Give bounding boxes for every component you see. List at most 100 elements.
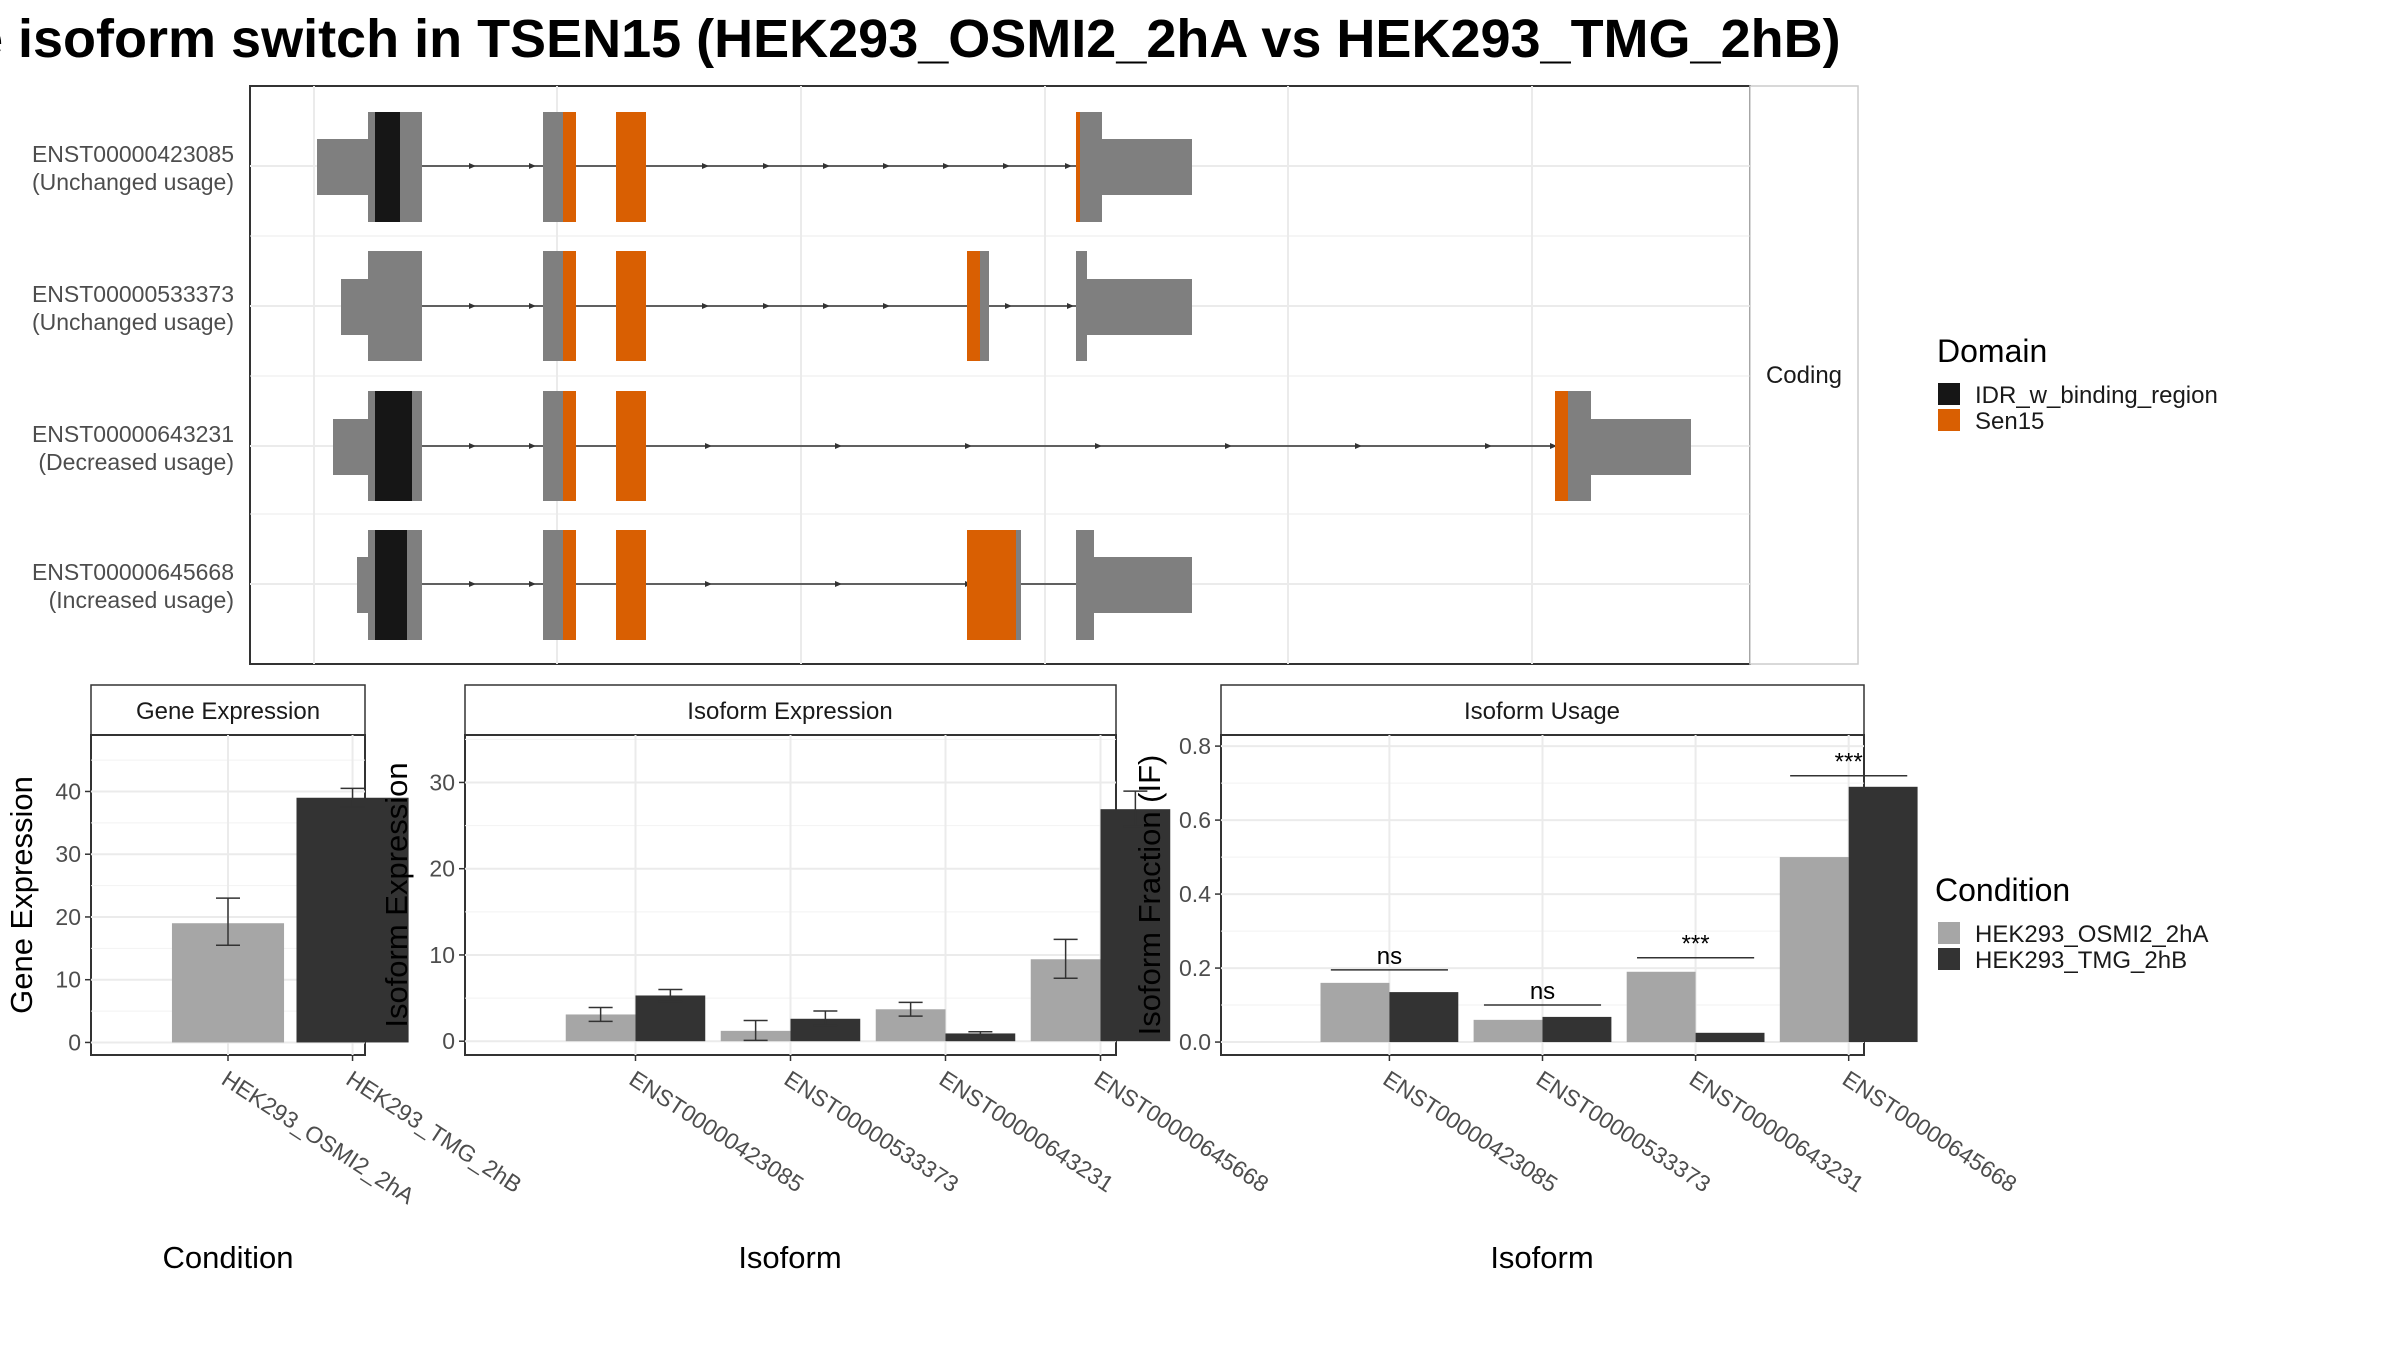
domain-legend-swatch-sen15 — [1938, 409, 1960, 431]
domain-idr — [375, 391, 412, 501]
y-tick-label: 30 — [55, 841, 81, 867]
bar-ENST00000423085-1 — [635, 995, 706, 1042]
isoform-usage-strip — [1220, 684, 1865, 736]
domain-sen15 — [967, 530, 1016, 640]
y-tick-label: 30 — [429, 769, 455, 795]
domain-sen15 — [563, 112, 576, 222]
domain-idr — [375, 530, 407, 640]
x-tick-label: ENST00000645668 — [1090, 1065, 1274, 1197]
condition-legend-swatch-tmg — [1938, 948, 1960, 970]
domain-idr — [375, 112, 400, 222]
isoform-usage-significance: ns ns *** *** — [1330, 749, 1908, 1006]
domain-sen15 — [616, 251, 646, 361]
y-tick-label: 20 — [429, 856, 455, 882]
condition-legend-title: Condition — [1935, 872, 2070, 908]
condition-legend-label-tmg: HEK293_TMG_2hB — [1975, 947, 2187, 974]
transcript-4 — [357, 530, 1192, 640]
intron-arrows — [469, 163, 1072, 169]
isoform-expression-strip-label: Isoform Expression — [687, 698, 892, 725]
y-tick-label: 40 — [55, 778, 81, 804]
gene-expression-y-title: Gene Expression — [4, 776, 39, 1014]
utr-exon — [317, 139, 369, 195]
transcript-1 — [317, 112, 1192, 222]
y-tick-label: 0.4 — [1179, 881, 1211, 907]
exon — [1076, 251, 1087, 361]
intron-arrows — [469, 303, 1074, 309]
bar-ENST00000533373-0 — [1473, 1019, 1543, 1043]
domain-legend-label-sen15: Sen15 — [1975, 408, 2044, 435]
y-tick-label: 0 — [68, 1029, 81, 1055]
gene-expression-bars — [171, 787, 409, 1043]
domain-sen15 — [1555, 391, 1568, 501]
isoform-usage-bars — [1320, 786, 1918, 1043]
y-tick-label: 0.8 — [1179, 733, 1211, 759]
y-tick-label: 10 — [55, 967, 81, 993]
exon — [1076, 530, 1094, 640]
facet-strip-label: Coding — [1766, 362, 1842, 389]
isoform-usage-y-ticks: 0.0 0.2 0.4 0.6 0.8 — [1179, 733, 1221, 1055]
bar-ENST00000643231-0 — [1626, 971, 1696, 1043]
isoform-label-3-usage: (Decreased usage) — [38, 449, 234, 475]
isoform-usage-strip-label: Isoform Usage — [1464, 698, 1620, 725]
bar-ENST00000643231-1 — [1695, 1032, 1765, 1043]
isoform-label-2-usage: (Unchanged usage) — [32, 309, 234, 335]
gene-expression-x-title: Condition — [163, 1240, 294, 1275]
bar-ENST00000423085-0 — [1320, 982, 1390, 1043]
isoform-expression-x-ticks: ENST00000423085ENST00000533373ENST000006… — [625, 1055, 1274, 1197]
bar-ENST00000645668-0 — [1779, 857, 1849, 1043]
gene-expression-y-ticks: 0 10 20 30 40 — [55, 778, 91, 1055]
domain-sen15 — [616, 112, 646, 222]
domain-sen15 — [563, 530, 576, 640]
significance-label: ns — [1530, 978, 1555, 1005]
domain-sen15 — [616, 391, 646, 501]
significance-label: ns — [1377, 943, 1402, 970]
bar-ENST00000645668-1 — [1848, 786, 1918, 1043]
isoform-usage-x-title: Isoform — [1490, 1240, 1593, 1275]
exon — [1076, 112, 1102, 222]
domain-legend-label-idr: IDR_w_binding_region — [1975, 382, 2218, 409]
utr-exon — [333, 419, 371, 475]
isoform-usage-y-title: Isoform Fraction (IF) — [1132, 755, 1167, 1036]
domain-sen15 — [563, 391, 576, 501]
y-tick-label: 0.0 — [1179, 1029, 1211, 1055]
utr-exon — [1588, 419, 1691, 475]
condition-legend-swatch-osmi2 — [1938, 922, 1960, 944]
y-tick-label: 0.2 — [1179, 955, 1211, 981]
isoform-expression-bars — [565, 790, 1171, 1042]
isoform-expression-y-ticks: 0 10 20 30 — [429, 769, 465, 1054]
domain-legend: Domain IDR_w_binding_region Sen15 — [1937, 333, 2218, 435]
y-tick-label: 20 — [55, 904, 81, 930]
exon — [368, 251, 422, 361]
domain-sen15 — [563, 251, 576, 361]
transcript-2 — [341, 251, 1192, 361]
domain-legend-title: Domain — [1937, 333, 2047, 369]
y-tick-label: 0.6 — [1179, 807, 1211, 833]
utr-exon — [1100, 139, 1192, 195]
bar-ENST00000533373-1 — [790, 1018, 861, 1042]
domain-sen15 — [967, 251, 980, 361]
condition-legend-label-osmi2: HEK293_OSMI2_2hA — [1975, 921, 2208, 948]
utr-exon — [1092, 557, 1192, 613]
isoform-usage-x-ticks: ENST00000423085ENST00000533373ENST000006… — [1379, 1055, 2022, 1197]
isoform-label-2-id: ENST00000533373 — [32, 281, 234, 307]
bar-ENST00000423085-1 — [1389, 992, 1459, 1043]
isoform-label-3-id: ENST00000643231 — [32, 421, 234, 447]
utr-exon — [357, 557, 371, 613]
utr-exon — [1085, 279, 1192, 335]
domain-legend-swatch-idr — [1938, 383, 1960, 405]
structure-panel: Coding — [32, 85, 1859, 665]
isoform-label-4-usage: (Increased usage) — [49, 587, 234, 613]
y-tick-label: 0 — [442, 1028, 455, 1054]
isoform-label-1-usage: (Unchanged usage) — [32, 169, 234, 195]
utr-exon — [341, 279, 371, 335]
domain-sen15 — [616, 530, 646, 640]
isoform-expression-strip — [464, 684, 1117, 736]
condition-legend: Condition HEK293_OSMI2_2hA HEK293_TMG_2h… — [1935, 872, 2208, 974]
bar-ENST00000533373-1 — [1542, 1016, 1612, 1043]
domain-sen15 — [1076, 112, 1080, 222]
intron-arrows — [469, 443, 1557, 449]
bar-ENST00000643231-1 — [945, 1033, 1016, 1042]
bar-ENST00000645668-1 — [1100, 809, 1171, 1042]
